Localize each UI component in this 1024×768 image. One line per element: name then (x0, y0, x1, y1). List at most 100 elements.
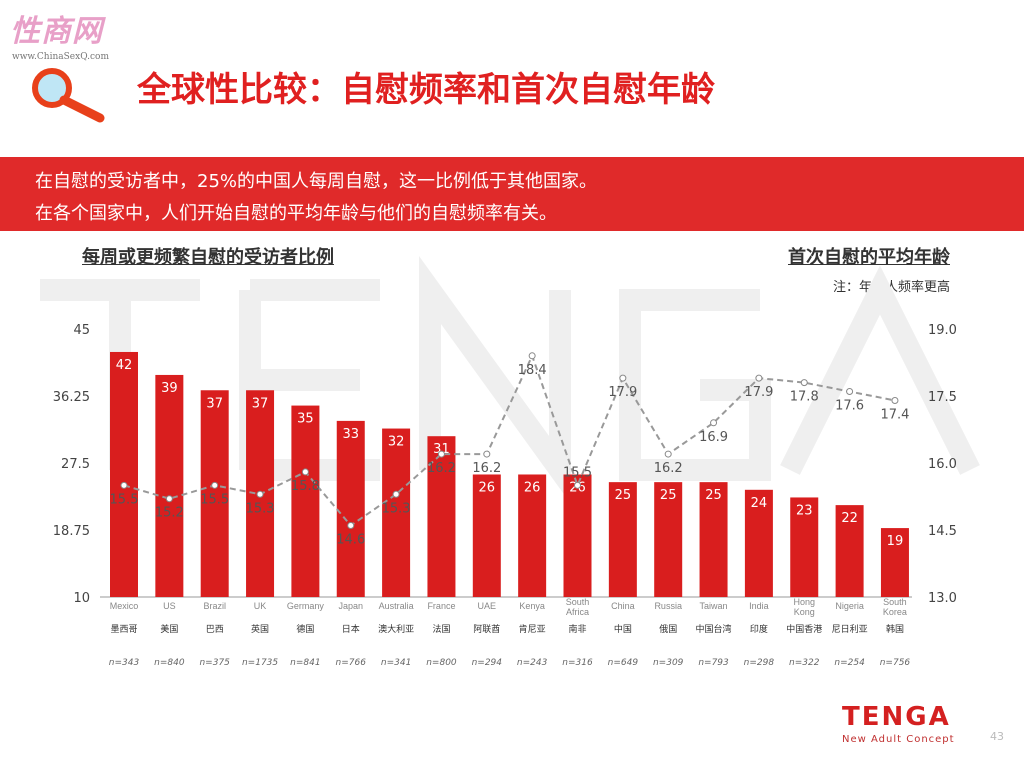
line-label: 17.8 (790, 390, 819, 405)
line-point (664, 450, 672, 458)
bar-label: 23 (796, 503, 813, 518)
bar-label: 26 (524, 480, 541, 495)
category-label-cn: 印度 (750, 623, 768, 635)
line-label: 15.8 (291, 479, 320, 494)
line-series (123, 353, 896, 527)
bar (291, 405, 320, 597)
category-label-cn: 尼日利亚 (832, 623, 868, 635)
category-label: India (749, 601, 769, 611)
category-label-cn: 巴西 (206, 624, 224, 635)
bar (336, 420, 365, 597)
left-axis-tick: 36.25 (53, 390, 90, 405)
bar-label: 26 (479, 480, 496, 495)
category-label-cn: 法国 (432, 623, 450, 635)
category-label: China (611, 601, 635, 611)
bar-label: 24 (751, 496, 768, 511)
category-label: Taiwan (700, 601, 728, 611)
category-label-cn: 南非 (568, 623, 586, 635)
sample-size: n=322 (789, 658, 820, 668)
category-label: UAE (478, 601, 497, 611)
line-point (120, 481, 128, 489)
category-label-cn: 肯尼亚 (519, 623, 546, 635)
line-label: 16.2 (472, 461, 501, 476)
bar-label: 39 (161, 381, 178, 396)
category-label: South Korea (883, 597, 907, 617)
bar (472, 474, 501, 597)
line-label: 17.9 (744, 385, 773, 400)
line-label: 17.6 (835, 399, 864, 414)
category-label-cn: 俄国 (659, 623, 677, 635)
category-label-cn: 阿联酋 (473, 623, 500, 635)
bar (110, 351, 138, 597)
summary-line-2: 在各个国家中，人们开始自慰的平均年龄与他们的自慰频率有关。 (35, 203, 557, 224)
category-label: Brazil (203, 601, 226, 611)
brand-tagline: New Adult Concept (842, 734, 955, 745)
page-number: 43 (990, 730, 1004, 743)
bar-label: 35 (297, 412, 314, 427)
category-label-cn: 美国 (160, 623, 178, 635)
sample-size: n=649 (608, 658, 639, 668)
site-logo: 性商网 (10, 14, 103, 49)
category-label-cn: 英国 (251, 623, 269, 635)
line-label: 16.2 (654, 461, 683, 476)
bar-label: 19 (887, 534, 904, 549)
bar-label: 25 (660, 488, 677, 503)
left-axis-tick: 27.5 (61, 457, 90, 472)
bar (608, 482, 637, 597)
line-point (483, 450, 491, 458)
line-point (710, 419, 718, 427)
bar (200, 390, 229, 597)
category-label-cn: 澳大利亚 (378, 623, 414, 635)
bar (835, 505, 864, 597)
bar-label: 37 (206, 396, 223, 411)
line-point (619, 374, 627, 382)
category-label-cn: 墨西哥 (110, 624, 137, 635)
bar (880, 528, 909, 597)
line-point (755, 374, 763, 382)
bar (699, 482, 728, 597)
category-label-cn: 德国 (296, 623, 314, 635)
line-point (800, 379, 808, 387)
bar-label: 25 (615, 488, 632, 503)
category-label: France (427, 601, 455, 611)
magnifier-icon (32, 68, 105, 123)
line-point (437, 450, 445, 458)
category-label: Mexico (110, 601, 139, 611)
category-label: Japan (338, 601, 363, 611)
bar (155, 374, 184, 597)
sample-size: n=766 (336, 658, 367, 668)
bar (518, 474, 547, 597)
bar-label: 37 (252, 396, 269, 411)
sample-size: n=800 (426, 658, 457, 668)
bar (744, 489, 773, 597)
sample-size: n=243 (517, 658, 548, 668)
line-point (211, 481, 219, 489)
sample-size: n=254 (834, 658, 865, 668)
line-point (347, 522, 355, 530)
line-label: 18.4 (518, 363, 547, 378)
summary-line-1: 在自慰的受访者中，25%的中国人每周自慰，这一比例低于其他国家。 (35, 171, 598, 192)
line-label: 15.5 (110, 492, 139, 507)
right-axis-tick: 14.5 (928, 524, 957, 539)
bar (654, 482, 683, 597)
summary-banner: 在自慰的受访者中，25%的中国人每周自慰，这一比例低于其他国家。 在各个国家中，… (0, 157, 1024, 231)
line-point (528, 352, 536, 360)
category-label: US (163, 601, 176, 611)
sample-size: n=343 (109, 658, 140, 668)
right-axis-tick: 19.0 (928, 323, 957, 338)
line-label: 16.2 (427, 461, 456, 476)
category-label: South Africa (566, 597, 590, 617)
line-point (256, 490, 264, 498)
sample-size: n=341 (381, 658, 411, 668)
line-label: 14.6 (336, 533, 365, 548)
bar-label: 33 (342, 427, 359, 442)
bar-label: 22 (841, 511, 858, 526)
line-point (846, 388, 854, 396)
category-label-cn: 中国香港 (786, 623, 822, 635)
line-label: 17.4 (880, 407, 909, 422)
right-axis-tick: 13.0 (928, 591, 957, 606)
line-point (165, 495, 173, 503)
bar-label: 42 (116, 358, 133, 373)
category-label: Australia (379, 601, 414, 611)
right-axis-tick: 17.5 (928, 390, 957, 405)
